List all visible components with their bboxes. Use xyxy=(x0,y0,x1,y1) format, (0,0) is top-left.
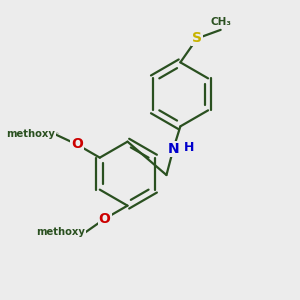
Text: methoxy: methoxy xyxy=(7,129,56,140)
Text: O: O xyxy=(99,212,110,226)
Text: methoxy: methoxy xyxy=(54,133,60,134)
Text: methoxy: methoxy xyxy=(53,132,59,133)
Text: N: N xyxy=(168,142,179,156)
Text: methoxy: methoxy xyxy=(36,227,85,237)
Text: O: O xyxy=(71,137,83,152)
Text: S: S xyxy=(192,32,202,45)
Text: H: H xyxy=(184,141,194,154)
Text: CH₃: CH₃ xyxy=(210,16,231,26)
